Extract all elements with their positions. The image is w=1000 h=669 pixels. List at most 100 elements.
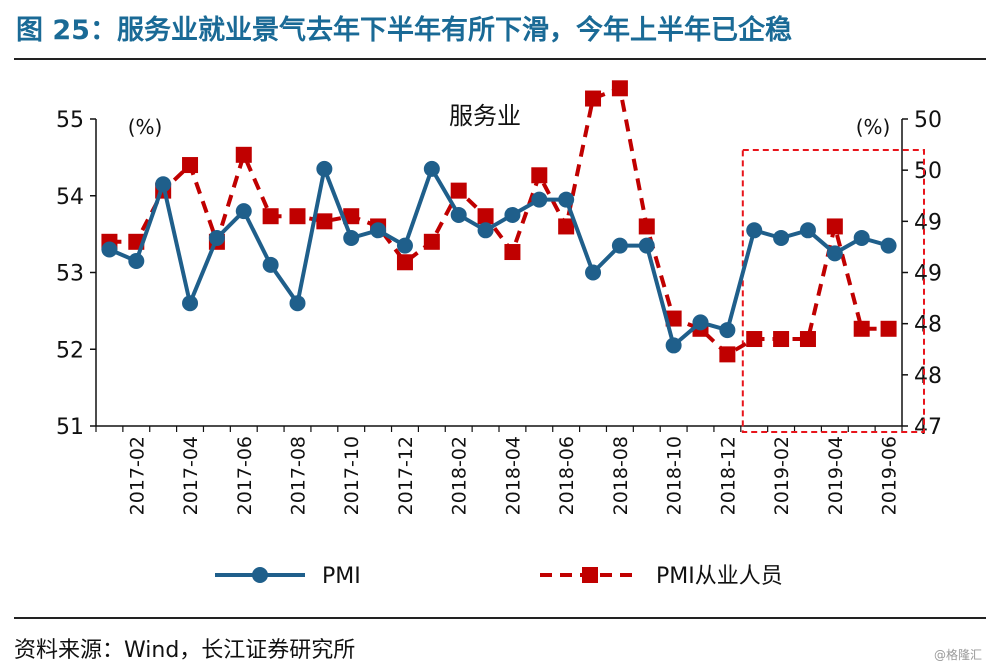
pmi-point: [826, 245, 843, 262]
axes: 51 52 53 54 55 47 48 48 49 49 50 50 2017-02 2017-04 20…: [56, 108, 942, 515]
x-tick-label: 2019-06: [879, 436, 901, 515]
pmi-point: [343, 229, 360, 246]
pmi-employment-point: [853, 320, 870, 337]
pmi-employment-point: [450, 182, 467, 199]
pmi-point: [182, 295, 199, 312]
x-tick-label: 2017-10: [341, 436, 363, 515]
highlight-rect: [741, 149, 925, 433]
source-rule: [14, 617, 986, 619]
figure-title: 图 25：服务业就业景气去年下半年有所下滑，今年上半年已企稳: [16, 15, 792, 46]
pmi-employment-point: [504, 244, 521, 261]
legend: PMI PMI从业人员: [215, 564, 783, 589]
pmi-point: [208, 229, 225, 246]
right-tick-label: 47: [914, 415, 942, 440]
right-tick-label: 49: [914, 262, 942, 287]
legend-employment-label: PMI从业人员: [656, 564, 783, 589]
highlight-box: [741, 149, 925, 433]
pmi-employment-point: [665, 310, 682, 327]
left-tick-label: 53: [56, 262, 84, 287]
x-tick-label: 2017-08: [288, 436, 310, 515]
x-tick-label: 2018-10: [664, 436, 686, 515]
source-note: 资料来源：Wind，长江证券研究所: [14, 638, 356, 663]
pmi-employment-point: [316, 213, 333, 230]
pmi-employment-point: [235, 146, 252, 163]
pmi-point: [423, 160, 440, 177]
pmi-point: [665, 337, 682, 354]
pmi-employment-point: [289, 208, 306, 225]
pmi-point: [235, 203, 252, 220]
pmi-point: [719, 322, 736, 339]
legend-pmi-label: PMI: [322, 564, 361, 589]
left-tick-label: 54: [56, 185, 84, 210]
pmi-employment-point: [477, 208, 494, 225]
pmi-point: [504, 206, 521, 223]
pmi-line: [108, 166, 890, 348]
pmi-employment-point: [719, 346, 736, 363]
pmi-employment-point: [638, 218, 655, 235]
pmi-employment-point: [423, 233, 440, 250]
right-tick-label: 50: [914, 159, 942, 184]
pmi-employment-point: [531, 167, 548, 184]
pmi-employment-point: [558, 218, 575, 235]
title-rule: [14, 58, 986, 60]
pmi-point: [880, 237, 897, 254]
pmi-employment-point: [880, 320, 897, 337]
legend-pmi-marker: [252, 567, 268, 583]
chart-title: 服务业: [449, 102, 521, 130]
x-tick-label: 2018-04: [502, 436, 524, 515]
pmi-employment-point: [262, 208, 279, 225]
legend-employment-marker: [582, 567, 598, 583]
pmi-point: [289, 295, 306, 312]
pmi-point: [370, 222, 387, 239]
left-tick-label: 52: [56, 338, 84, 363]
pmi-employment-point: [773, 331, 790, 348]
right-tick-label: 50: [914, 108, 942, 133]
pmi-employment-point: [826, 218, 843, 235]
pmi-point: [773, 229, 790, 246]
x-tick-label: 2018-08: [610, 436, 632, 515]
pmi-point: [799, 222, 816, 239]
pmi-point: [585, 264, 602, 281]
x-tick-label: 2017-04: [180, 436, 202, 515]
pmi-point: [638, 237, 655, 254]
x-tick-label: 2017-12: [395, 436, 417, 515]
pmi-point: [746, 222, 763, 239]
pmi-point: [531, 191, 548, 208]
pmi-point: [316, 160, 333, 177]
series-layer: [101, 80, 897, 363]
left-tick-label: 51: [56, 415, 84, 440]
x-tick-label: 2018-12: [717, 436, 739, 515]
pmi-point: [101, 241, 118, 258]
right-tick-label: 48: [914, 313, 942, 338]
left-unit-label: (%): [128, 115, 163, 139]
pmi-employment-point: [343, 208, 360, 225]
pmi-point: [128, 252, 145, 269]
pmi-point: [450, 206, 467, 223]
pmi-employment-point: [396, 254, 413, 271]
pmi-point: [477, 222, 494, 239]
x-tick-label: 2018-06: [556, 436, 578, 515]
pmi-point: [155, 176, 172, 193]
right-tick-label: 49: [914, 210, 942, 235]
right-unit-label: (%): [856, 115, 891, 139]
pmi-point: [262, 256, 279, 273]
right-tick-label: 48: [914, 364, 942, 389]
x-tick-label: 2019-04: [825, 436, 847, 515]
pmi-point: [611, 237, 628, 254]
pmi-employment-point: [799, 331, 816, 348]
x-tick-label: 2017-02: [126, 436, 148, 515]
pmi-point: [692, 314, 709, 331]
pmi-employment-point: [182, 157, 199, 174]
left-tick-label: 55: [56, 108, 84, 133]
pmi-point: [396, 237, 413, 254]
pmi-point: [558, 191, 575, 208]
x-tick-label: 2019-02: [771, 436, 793, 515]
watermark: @格隆汇: [933, 648, 982, 662]
x-tick-label: 2017-06: [234, 436, 256, 515]
pmi-employment-point: [611, 80, 628, 97]
x-tick-label: 2018-02: [449, 436, 471, 515]
pmi-employment-point: [585, 90, 602, 107]
pmi-point: [853, 229, 870, 246]
pmi-employment-point: [746, 331, 763, 348]
